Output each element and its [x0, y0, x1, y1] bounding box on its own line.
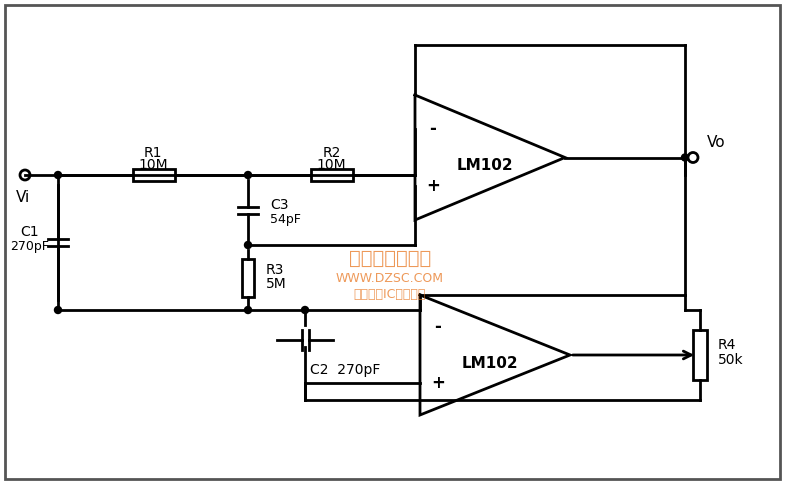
- Circle shape: [681, 154, 688, 161]
- Circle shape: [54, 171, 61, 179]
- Text: R4: R4: [718, 338, 736, 352]
- Circle shape: [244, 242, 251, 248]
- Text: R2: R2: [323, 146, 341, 160]
- Circle shape: [688, 152, 698, 163]
- Text: C3: C3: [270, 198, 289, 212]
- Text: C1: C1: [20, 226, 39, 240]
- Text: 54pF: 54pF: [270, 212, 301, 226]
- Text: 10M: 10M: [316, 158, 346, 172]
- Text: LM102: LM102: [462, 356, 518, 370]
- Circle shape: [244, 306, 251, 314]
- Circle shape: [244, 171, 251, 179]
- Bar: [693, 330, 707, 380]
- Text: 10M: 10M: [138, 158, 168, 172]
- Text: R3: R3: [266, 262, 284, 276]
- Bar: [133, 169, 175, 181]
- Circle shape: [301, 306, 309, 314]
- Bar: [311, 169, 352, 181]
- Text: Vo: Vo: [707, 135, 725, 150]
- Text: WWW.DZSC.COM: WWW.DZSC.COM: [336, 272, 444, 285]
- Circle shape: [54, 306, 61, 314]
- Text: +: +: [426, 177, 440, 195]
- Text: -: -: [429, 120, 436, 138]
- Text: C2  270pF: C2 270pF: [310, 363, 381, 377]
- Bar: [242, 258, 254, 297]
- Text: R1: R1: [144, 146, 162, 160]
- Circle shape: [20, 170, 30, 180]
- Text: -: -: [435, 318, 441, 336]
- Text: Vi: Vi: [16, 190, 30, 205]
- Text: 5M: 5M: [266, 276, 287, 290]
- Text: LM102: LM102: [457, 158, 513, 173]
- Text: 维库电子市场网: 维库电子市场网: [349, 248, 431, 268]
- Text: 50k: 50k: [718, 353, 743, 367]
- Text: +: +: [431, 374, 445, 392]
- Text: 全球最大IC采购网站: 全球最大IC采购网站: [354, 287, 426, 301]
- Text: 270pF: 270pF: [10, 240, 49, 253]
